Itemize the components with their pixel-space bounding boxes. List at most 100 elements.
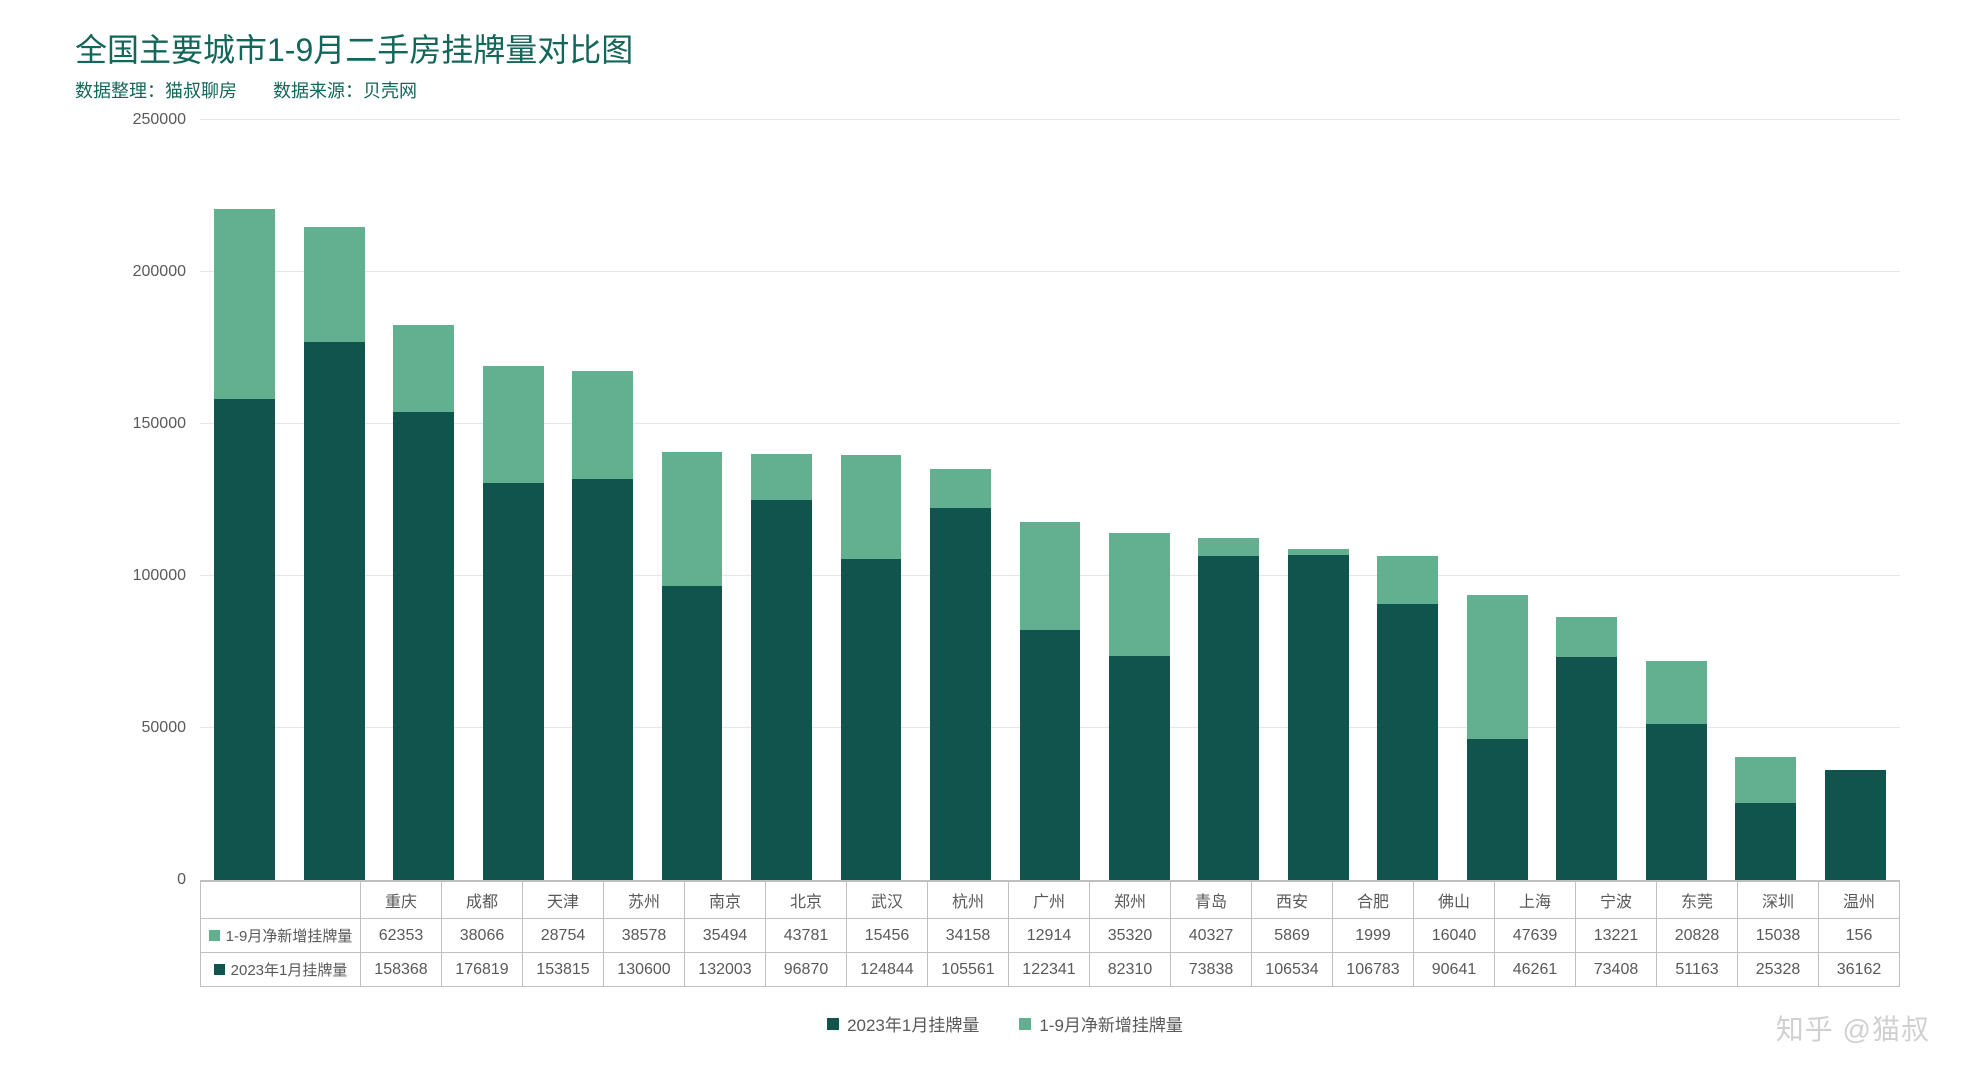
bar <box>1377 556 1438 880</box>
bar-segment-added <box>393 325 454 412</box>
table-cell: 34158 <box>928 919 1009 953</box>
bar-segment-added <box>1109 533 1170 656</box>
table-corner <box>201 882 361 919</box>
table-cell: 43781 <box>766 919 847 953</box>
bar-segment-base <box>662 586 723 880</box>
bar <box>1646 661 1707 880</box>
table-col-header: 宁波 <box>1576 882 1657 919</box>
table-col-header: 广州 <box>1009 882 1090 919</box>
bar-slot <box>468 121 557 880</box>
bar-slot <box>916 121 1005 880</box>
table-cell: 40327 <box>1171 919 1252 953</box>
bar-slot <box>289 121 378 880</box>
table-cell: 35494 <box>685 919 766 953</box>
bar-segment-added <box>1467 595 1528 740</box>
bar-slot <box>1542 121 1631 880</box>
bar <box>483 366 544 880</box>
table-col-header: 北京 <box>766 882 847 919</box>
legend-label: 2023年1月挂牌量 <box>231 959 348 980</box>
bar-slot <box>1095 121 1184 880</box>
table-col-header: 温州 <box>1819 882 1900 919</box>
legend-swatch <box>827 1018 839 1030</box>
chart-subtitle: 数据整理：猫叔聊房 数据来源：贝壳网 <box>75 77 1940 103</box>
table-cell: 73408 <box>1576 953 1657 987</box>
bar <box>1467 595 1528 880</box>
table-cell: 5869 <box>1252 919 1333 953</box>
table-cell: 38066 <box>442 919 523 953</box>
bar-segment-base <box>1109 656 1170 880</box>
bar-segment-base <box>483 483 544 880</box>
bar-slot <box>1721 121 1810 880</box>
bar-segment-added <box>841 455 902 559</box>
bar-segment-base <box>1646 724 1707 880</box>
legend-swatch <box>209 930 220 941</box>
bar-segment-base <box>572 479 633 880</box>
bar-slot <box>647 121 736 880</box>
legend-label: 2023年1月挂牌量 <box>847 1011 979 1036</box>
table-cell: 47639 <box>1495 919 1576 953</box>
bar <box>572 371 633 880</box>
table-col-header: 杭州 <box>928 882 1009 919</box>
bar <box>1556 617 1617 880</box>
bar-slot <box>200 121 289 880</box>
bar-segment-added <box>572 371 633 479</box>
legend-item: 1-9月净新增挂牌量 <box>1019 1011 1183 1036</box>
table-col-header: 合肥 <box>1333 882 1414 919</box>
bar-segment-added <box>751 454 812 501</box>
bar-segment-added <box>214 209 275 399</box>
y-tick-label: 100000 <box>133 567 186 585</box>
bar-slot <box>1632 121 1721 880</box>
bar-slot <box>737 121 826 880</box>
bar-segment-base <box>1735 803 1796 880</box>
bar-slot <box>1184 121 1273 880</box>
bar-segment-base <box>1020 630 1081 880</box>
table-col-header: 成都 <box>442 882 523 919</box>
chart-title: 全国主要城市1-9月二手房挂牌量对比图 <box>75 25 1940 71</box>
bar-segment-base <box>930 508 991 880</box>
bar <box>304 227 365 880</box>
bar-segment-added <box>1646 661 1707 724</box>
bar <box>662 452 723 880</box>
table-cell: 124844 <box>847 953 928 987</box>
table-col-header: 武汉 <box>847 882 928 919</box>
table-cell: 106783 <box>1333 953 1414 987</box>
bar <box>841 455 902 880</box>
table-col-header: 东莞 <box>1657 882 1738 919</box>
table-cell: 96870 <box>766 953 847 987</box>
table-cell: 122341 <box>1009 953 1090 987</box>
bar-segment-added <box>1198 538 1259 556</box>
bar-segment-added <box>1556 617 1617 657</box>
table-cell: 15038 <box>1738 919 1819 953</box>
bar-segment-base <box>1825 770 1886 880</box>
bar <box>214 209 275 880</box>
table-col-header: 深圳 <box>1738 882 1819 919</box>
y-tick-label: 200000 <box>133 263 186 281</box>
y-tick-label: 0 <box>177 871 186 889</box>
bar <box>1020 522 1081 880</box>
table-cell: 82310 <box>1090 953 1171 987</box>
table-cell: 106534 <box>1252 953 1333 987</box>
table-col-header: 苏州 <box>604 882 685 919</box>
table-col-header: 郑州 <box>1090 882 1171 919</box>
bar-segment-base <box>751 500 812 880</box>
table-cell: 153815 <box>523 953 604 987</box>
bar-segment-added <box>483 366 544 483</box>
data-table: 重庆成都天津苏州南京北京武汉杭州广州郑州青岛西安合肥佛山上海宁波东莞深圳温州1-… <box>200 881 1900 987</box>
grid-line <box>200 119 1900 120</box>
bar-segment-added <box>1377 556 1438 605</box>
table-col-header: 天津 <box>523 882 604 919</box>
chart-container: 全国主要城市1-9月二手房挂牌量对比图 数据整理：猫叔聊房 数据来源：贝壳网 0… <box>0 0 1980 1070</box>
bar <box>1825 770 1886 880</box>
legend-swatch <box>214 964 225 975</box>
table-cell: 176819 <box>442 953 523 987</box>
table-cell: 35320 <box>1090 919 1171 953</box>
bar-segment-base <box>1198 556 1259 880</box>
bar-segment-added <box>1020 522 1081 629</box>
bar <box>393 325 454 880</box>
table-row-header: 1-9月净新增挂牌量 <box>201 919 361 953</box>
bars-group <box>200 121 1900 880</box>
table-cell: 132003 <box>685 953 766 987</box>
bar <box>751 454 812 881</box>
bar-slot <box>1005 121 1094 880</box>
table-cell: 46261 <box>1495 953 1576 987</box>
